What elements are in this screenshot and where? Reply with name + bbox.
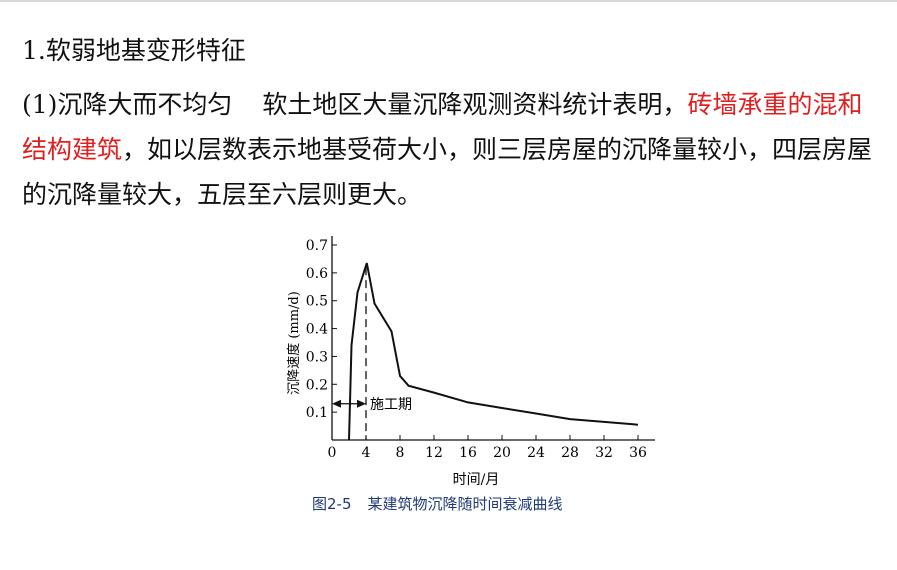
series-line [348,262,639,441]
top-border-line [0,0,897,2]
y-tick-label-6: 0.7 [306,238,328,254]
figure-caption: 图2-5 某建筑物沉降随时间衰减曲线 [312,493,563,514]
paragraph-lead: (1)沉降大而不均匀 [22,90,233,119]
y-tick-label-0: 0.1 [306,405,328,421]
chart-svg: 时间/月 沉降速度 (mm/d) 0 4 8 12 16 20 24 28 32 36 0.1 0.2… [286,236,655,488]
section-heading: 1.软弱地基变形特征 [22,36,246,65]
paragraph-text-1: 软土地区大量沉降观测资料统计表明， [262,90,688,119]
y-tick-label-1: 0.2 [306,377,328,393]
settlement-chart: 时间/月 沉降速度 (mm/d) 0 4 8 12 16 20 24 28 32 36 0.1 0.2… [270,228,670,528]
x-tick-label-2: 8 [396,445,405,461]
x-tick-label-3: 12 [425,445,443,461]
x-tick-label-1: 4 [362,445,371,461]
x-tick-label-6: 24 [527,445,545,461]
x-tick-label-8: 32 [595,445,613,461]
y-tick-label-4: 0.5 [306,294,328,310]
x-tick-label-4: 16 [459,445,477,461]
x-tick-label-5: 20 [493,445,511,461]
body-paragraph: (1)沉降大而不均匀 软土地区大量沉降观测资料统计表明，砖墙承重的混和结构建筑，如… [22,82,884,217]
y-tick-label-3: 0.4 [306,322,328,338]
tick-group: 0 4 8 12 16 20 24 28 32 36 0.1 0.2 0.3 0.4 0.5 0.6 0.7 [306,238,647,461]
paragraph-text-2: ，如以层数表示地基受荷大小，则三层房屋的沉降量较小，四层房屋的沉降量较大，五层至… [22,135,873,209]
x-axis-label: 时间/月 [453,472,500,488]
arrowhead-left [332,399,341,408]
figure-caption-number: 图2-5 [312,495,352,513]
y-axis-label: 沉降速度 (mm/d) [286,291,302,395]
y-tick-label-5: 0.6 [306,266,328,282]
y-tick-label-2: 0.3 [306,349,328,365]
paragraph-highlight: 砖墙承重的混和结构建筑 [22,90,863,164]
construction-period-label: 施工期 [370,397,412,413]
arrowhead-right [357,399,366,408]
x-tick-label-9: 36 [629,445,647,461]
figure-caption-text: 某建筑物沉降随时间衰减曲线 [367,495,563,513]
x-tick-label-7: 28 [561,445,579,461]
x-tick-label-0: 0 [328,445,337,461]
